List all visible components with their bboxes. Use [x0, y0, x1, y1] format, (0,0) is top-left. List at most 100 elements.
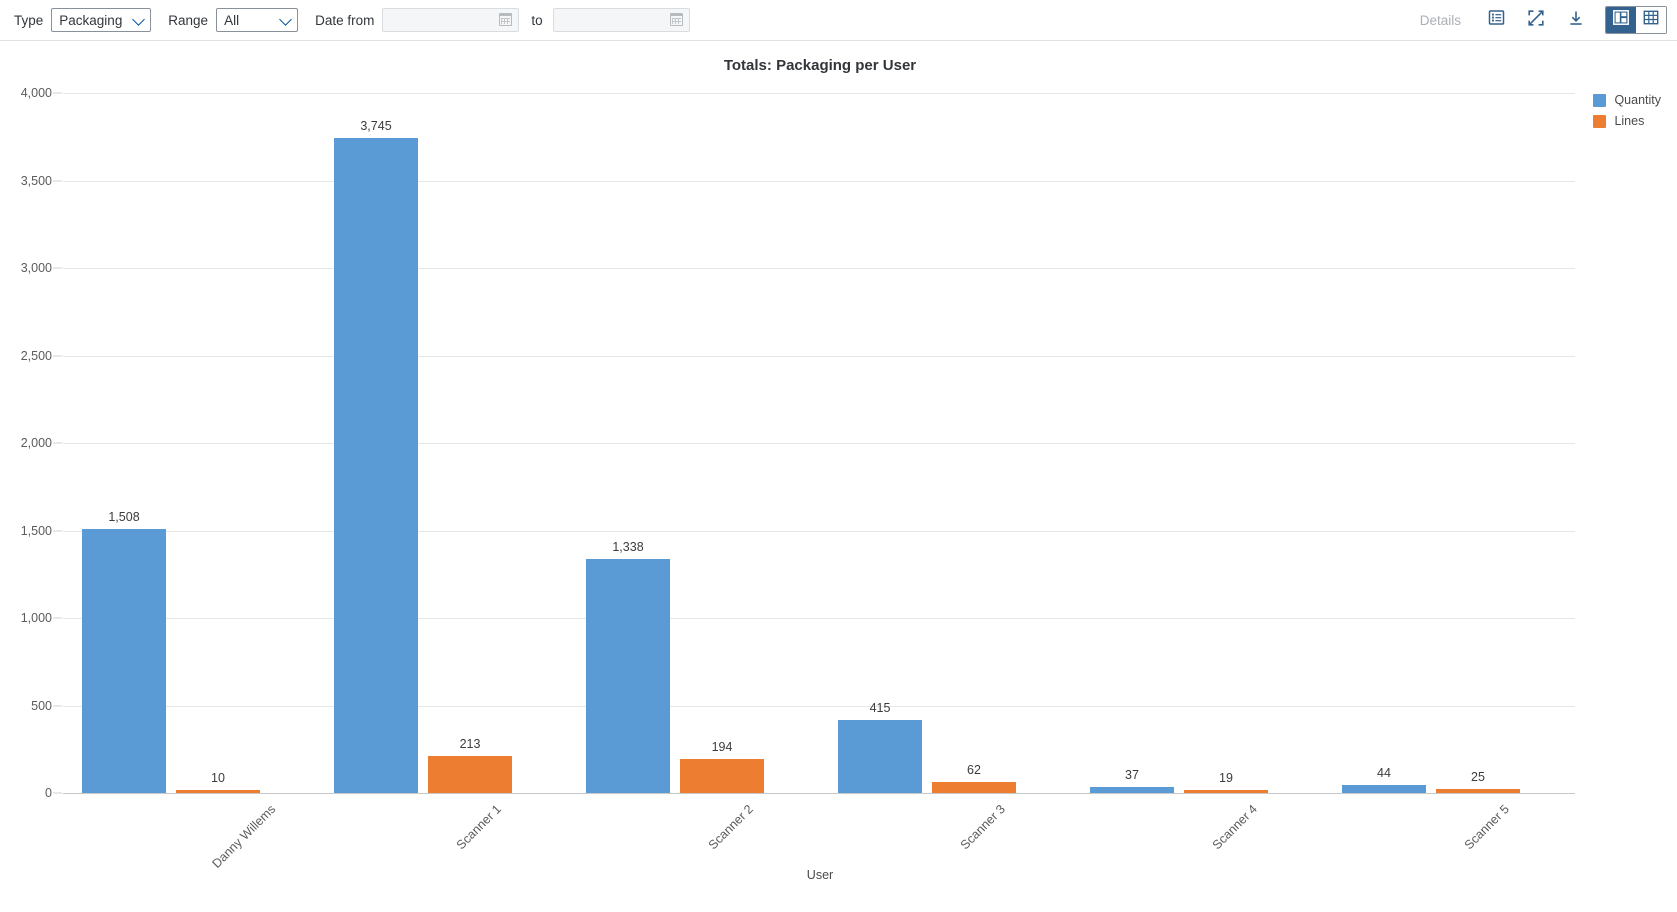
y-tick-label: 0 — [45, 786, 52, 800]
bar-group: 415 62 Scanner 3 — [838, 93, 1016, 852]
bar-quantity[interactable]: 1,508 — [82, 510, 166, 793]
bar-quantity[interactable]: 1,338 — [586, 540, 670, 793]
legend-label: Quantity — [1614, 93, 1661, 107]
axis-baseline — [63, 793, 1575, 794]
x-tick-label: Scanner 4 — [1209, 802, 1260, 853]
plot-area: 4,000 3,500 3,000 2,500 2,000 1,500 1,000 500 0 1… — [21, 86, 1575, 871]
bar-group: 37 19 Scanner 4 — [1090, 93, 1268, 852]
bar-value-label: 25 — [1471, 769, 1485, 784]
date-from-label: Date from — [315, 12, 375, 28]
details-list-button[interactable] — [1481, 5, 1511, 35]
y-tick-label: 3,000 — [20, 261, 52, 275]
legend-label: Lines — [1614, 114, 1645, 128]
chart-legend: Quantity Lines — [1593, 93, 1661, 135]
date-to-label: to — [531, 12, 543, 28]
details-list-icon — [1488, 9, 1505, 31]
legend-swatch-icon — [1593, 93, 1607, 107]
x-tick-label: Danny Willems — [209, 802, 279, 871]
y-tick-mark — [53, 705, 62, 706]
legend-item-quantity[interactable]: Quantity — [1593, 93, 1661, 107]
bar-lines[interactable]: 10 — [176, 771, 260, 793]
bar-lines[interactable]: 25 — [1436, 770, 1520, 793]
y-tick-mark — [53, 530, 62, 531]
gridline — [63, 355, 1575, 357]
y-tick-label: 2,500 — [20, 348, 52, 363]
x-tick-label: Scanner 5 — [1461, 802, 1512, 853]
y-tick-mark — [53, 442, 62, 444]
chevron-down-icon — [279, 13, 292, 26]
range-label: Range — [168, 12, 209, 28]
bar-value-label: 213 — [459, 736, 481, 751]
gridline — [63, 443, 1575, 444]
chart-view-icon — [1613, 10, 1629, 30]
chart-panel: Totals: Packaging per User Quantity Lines… — [0, 41, 1677, 912]
table-view-toggle[interactable] — [1636, 7, 1666, 33]
filter-toolbar: Type Packaging Range All Date from to De… — [0, 0, 1677, 41]
y-tick-label: 2,000 — [20, 436, 52, 450]
bar-value-label: 1,508 — [108, 510, 140, 525]
bar-quantity[interactable]: 44 — [1342, 766, 1426, 793]
bar-value-label: 415 — [869, 701, 891, 716]
y-tick-mark — [53, 267, 62, 269]
y-tick-mark — [53, 180, 62, 181]
gridline — [63, 530, 1575, 532]
bar-group: 44 25 Scanner 5 — [1342, 93, 1520, 852]
y-tick-mark — [53, 792, 62, 794]
bar-quantity[interactable]: 415 — [838, 701, 922, 793]
date-from-field[interactable] — [382, 8, 520, 32]
bar-value-label: 37 — [1125, 767, 1139, 782]
y-tick-label: 1,500 — [20, 523, 52, 538]
x-tick-label: Scanner 1 — [453, 802, 504, 853]
type-dropdown-value: Packaging — [59, 12, 123, 28]
gridline — [63, 93, 1575, 94]
x-tick-label: Scanner 2 — [705, 802, 756, 853]
calendar-icon[interactable] — [669, 13, 683, 26]
type-label: Type — [14, 12, 44, 28]
y-tick-mark — [53, 617, 62, 619]
bar-quantity[interactable]: 37 — [1090, 768, 1174, 793]
bar-lines[interactable]: 213 — [428, 737, 512, 793]
bar-lines[interactable]: 194 — [680, 740, 764, 793]
gridline — [63, 268, 1575, 269]
y-tick-mark — [53, 92, 62, 94]
bar-value-label: 44 — [1377, 766, 1391, 781]
legend-item-lines[interactable]: Lines — [1593, 114, 1661, 128]
bar-value-label: 3,745 — [360, 118, 392, 133]
bar-value-label: 19 — [1219, 770, 1233, 785]
type-dropdown[interactable]: Packaging — [51, 8, 152, 32]
view-toggle-group — [1605, 6, 1667, 34]
bar-lines[interactable]: 62 — [932, 763, 1016, 793]
bar-value-label: 62 — [967, 763, 981, 778]
range-dropdown[interactable]: All — [216, 8, 299, 32]
bar-group: 1,338 194 Scanner 2 — [586, 93, 764, 852]
y-tick-label: 1,000 — [20, 611, 52, 625]
chart-title: Totals: Packaging per User — [723, 57, 917, 74]
bar-value-label: 194 — [711, 740, 733, 755]
x-tick-label: Scanner 3 — [957, 802, 1008, 853]
y-tick-label: 4,000 — [20, 86, 52, 100]
download-button[interactable] — [1561, 5, 1591, 35]
chart-view-toggle[interactable] — [1606, 7, 1636, 33]
gridline — [63, 180, 1575, 182]
y-tick-label: 500 — [31, 698, 52, 713]
table-view-icon — [1643, 10, 1659, 30]
gridline — [63, 705, 1575, 707]
y-tick-mark — [53, 355, 62, 356]
fullscreen-icon — [1527, 9, 1545, 32]
gridline — [63, 618, 1575, 619]
bar-group: 3,745 213 Scanner 1 — [334, 93, 512, 852]
bar-quantity[interactable]: 3,745 — [334, 119, 418, 793]
bar-group: 1,508 10 Danny Willems — [82, 93, 278, 871]
date-to-field[interactable] — [552, 8, 690, 32]
x-axis-title: User — [806, 868, 834, 882]
details-label[interactable]: Details — [1419, 12, 1461, 28]
calendar-icon[interactable] — [499, 13, 513, 26]
bar-lines[interactable]: 19 — [1184, 771, 1268, 793]
download-icon — [1567, 9, 1585, 32]
bar-value-label: 10 — [211, 771, 225, 785]
y-tick-label: 3,500 — [20, 173, 52, 188]
range-dropdown-value: All — [224, 12, 240, 28]
fullscreen-button[interactable] — [1521, 5, 1551, 35]
bar-value-label: 1,338 — [612, 539, 644, 554]
chevron-down-icon — [132, 13, 146, 26]
